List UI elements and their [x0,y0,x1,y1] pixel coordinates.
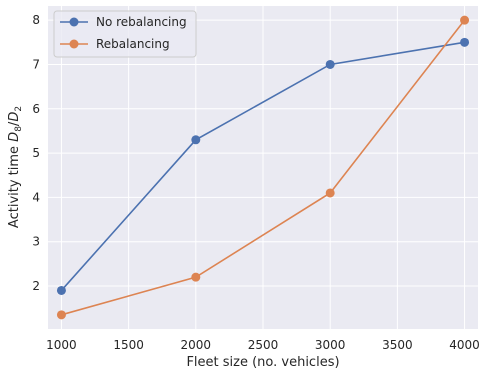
ticks: 1000 1500 2000 2500 3000 3500 4000 2 3 4 5 6 7 8 [32,13,479,352]
series-line-rebalancing [61,19,466,316]
x-tick-label: 4000 [449,338,480,352]
series-layer [56,15,470,320]
y-tick-label: 4 [32,190,40,204]
x-tick-label: 3000 [315,338,346,352]
x-tick-label: 3500 [382,338,413,352]
data-point-no-rebalancing [56,285,66,295]
x-axis-label: Fleet size (no. vehicles) [186,355,339,370]
legend-box [53,10,197,58]
y-axis-label: Activity time D8/D2 [7,106,24,228]
y-tick-label: 2 [32,279,40,293]
y-tick-label: 3 [32,235,40,249]
y-tick-label: 6 [32,102,40,116]
data-point-rebalancing [191,272,201,282]
y-tick-label: 8 [32,13,40,27]
y-tick-label: 7 [32,57,40,71]
x-tick-label: 2500 [248,338,279,352]
data-point-rebalancing [56,310,66,320]
legend-marker-no-rebalancing [69,17,79,27]
legend-marker-rebalancing [69,39,79,49]
legend-label-no-rebalancing: No rebalancing [96,15,187,29]
data-point-rebalancing [325,188,335,198]
data-point-no-rebalancing [191,135,201,145]
x-tick-label: 1000 [46,338,77,352]
grid [48,6,478,329]
y-tick-label: 5 [32,146,40,160]
data-point-no-rebalancing [325,59,335,69]
series-line-no-rebalancing [60,41,465,291]
data-point-rebalancing [460,15,470,25]
legend-label-rebalancing: Rebalancing [96,37,170,51]
x-tick-label: 2000 [181,338,212,352]
legend: No rebalancing Rebalancing [53,10,197,58]
data-point-no-rebalancing [460,37,470,47]
x-tick-label: 1500 [113,338,144,352]
